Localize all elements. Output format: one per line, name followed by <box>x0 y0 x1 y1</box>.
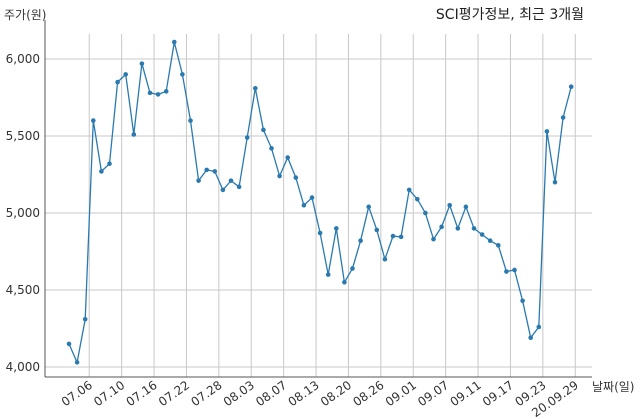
data-point <box>220 187 226 193</box>
x-tick-label: 07.06 <box>59 378 95 409</box>
data-point <box>115 79 120 85</box>
y-tick-labels: 4,000 4,500 5,000 5,500 6,000 <box>6 52 40 374</box>
x-tick-label: 07.16 <box>124 378 160 409</box>
data-point <box>544 129 550 134</box>
data-point <box>487 238 493 244</box>
data-point <box>431 236 436 242</box>
grid-lines <box>45 34 592 377</box>
data-point <box>439 224 444 230</box>
data-point <box>147 90 153 96</box>
x-tick-label: 08.13 <box>286 378 322 409</box>
x-tick-label: 07.28 <box>188 378 224 409</box>
data-point <box>520 298 525 304</box>
data-point <box>66 341 72 347</box>
data-point <box>131 132 137 137</box>
data-point <box>415 196 420 202</box>
data-point <box>455 226 461 231</box>
data-point <box>317 230 323 236</box>
data-point <box>568 84 574 90</box>
y-axis-label: 주가(원) <box>4 8 47 22</box>
data-point <box>204 167 209 173</box>
y-tick-label: 4,000 <box>6 360 40 374</box>
data-point <box>342 280 347 285</box>
data-point <box>398 234 404 240</box>
x-tick-labels: 07.0607.1007.1607.2207.2808.0308.0708.13… <box>59 378 581 419</box>
data-point <box>212 169 218 174</box>
x-tick-label: 09.17 <box>480 378 516 409</box>
data-point <box>269 146 274 151</box>
data-point <box>382 256 388 262</box>
data-point <box>293 175 299 180</box>
series-points <box>66 39 574 365</box>
data-point <box>261 127 266 133</box>
data-point <box>99 169 104 174</box>
data-point <box>180 72 185 77</box>
data-point <box>463 204 469 210</box>
data-point <box>325 272 331 277</box>
data-point <box>107 161 112 167</box>
x-tick-label: 08.07 <box>253 378 289 409</box>
x-tick-label: 09.07 <box>415 378 451 409</box>
chart-title: SCI평가정보, 최근 3개월 <box>435 7 584 23</box>
y-tick-label: 4,500 <box>6 283 40 297</box>
x-tick-label: 07.22 <box>156 378 192 409</box>
data-point <box>390 233 396 239</box>
data-point <box>447 203 453 208</box>
data-point <box>139 61 145 66</box>
data-point <box>560 115 566 120</box>
x-tick-label: 08.26 <box>350 378 386 409</box>
x-tick-label: 09.01 <box>383 378 419 409</box>
data-point <box>82 316 88 322</box>
data-point <box>244 135 250 140</box>
data-point <box>172 39 177 45</box>
x-tick-label: 08.03 <box>221 378 257 409</box>
data-point <box>228 178 234 183</box>
data-point <box>188 118 193 123</box>
data-point <box>479 232 485 237</box>
data-point <box>496 243 501 248</box>
data-point <box>334 226 339 231</box>
data-point <box>358 238 363 244</box>
data-point <box>366 204 372 210</box>
x-tick-label: 09.11 <box>448 378 484 409</box>
data-point <box>552 179 558 185</box>
series-line <box>68 41 572 365</box>
data-point <box>350 266 355 271</box>
axes <box>44 20 592 378</box>
data-point <box>423 210 428 216</box>
data-point <box>512 267 517 273</box>
data-point <box>196 178 201 183</box>
series-line-path <box>68 41 572 365</box>
data-point <box>236 184 242 190</box>
y-tick-label: 5,000 <box>6 206 40 220</box>
data-point <box>277 173 282 179</box>
x-tick-label: 08.20 <box>318 378 354 409</box>
x-axis-label: 날짜(일) <box>592 380 635 394</box>
data-point <box>528 335 533 341</box>
data-point <box>155 92 161 97</box>
data-point <box>374 227 380 233</box>
data-point <box>74 360 80 365</box>
data-point <box>406 187 412 193</box>
data-point <box>91 118 96 123</box>
data-point <box>163 89 169 94</box>
data-point <box>285 155 291 160</box>
data-point <box>536 324 542 330</box>
data-point <box>123 72 128 77</box>
x-tick-label: 07.10 <box>91 378 127 409</box>
data-point <box>301 203 307 208</box>
data-point <box>253 85 258 91</box>
data-point <box>504 269 509 274</box>
y-tick-label: 5,500 <box>6 129 40 143</box>
y-tick-label: 6,000 <box>6 52 40 66</box>
data-point <box>309 195 315 200</box>
data-point <box>471 226 477 231</box>
